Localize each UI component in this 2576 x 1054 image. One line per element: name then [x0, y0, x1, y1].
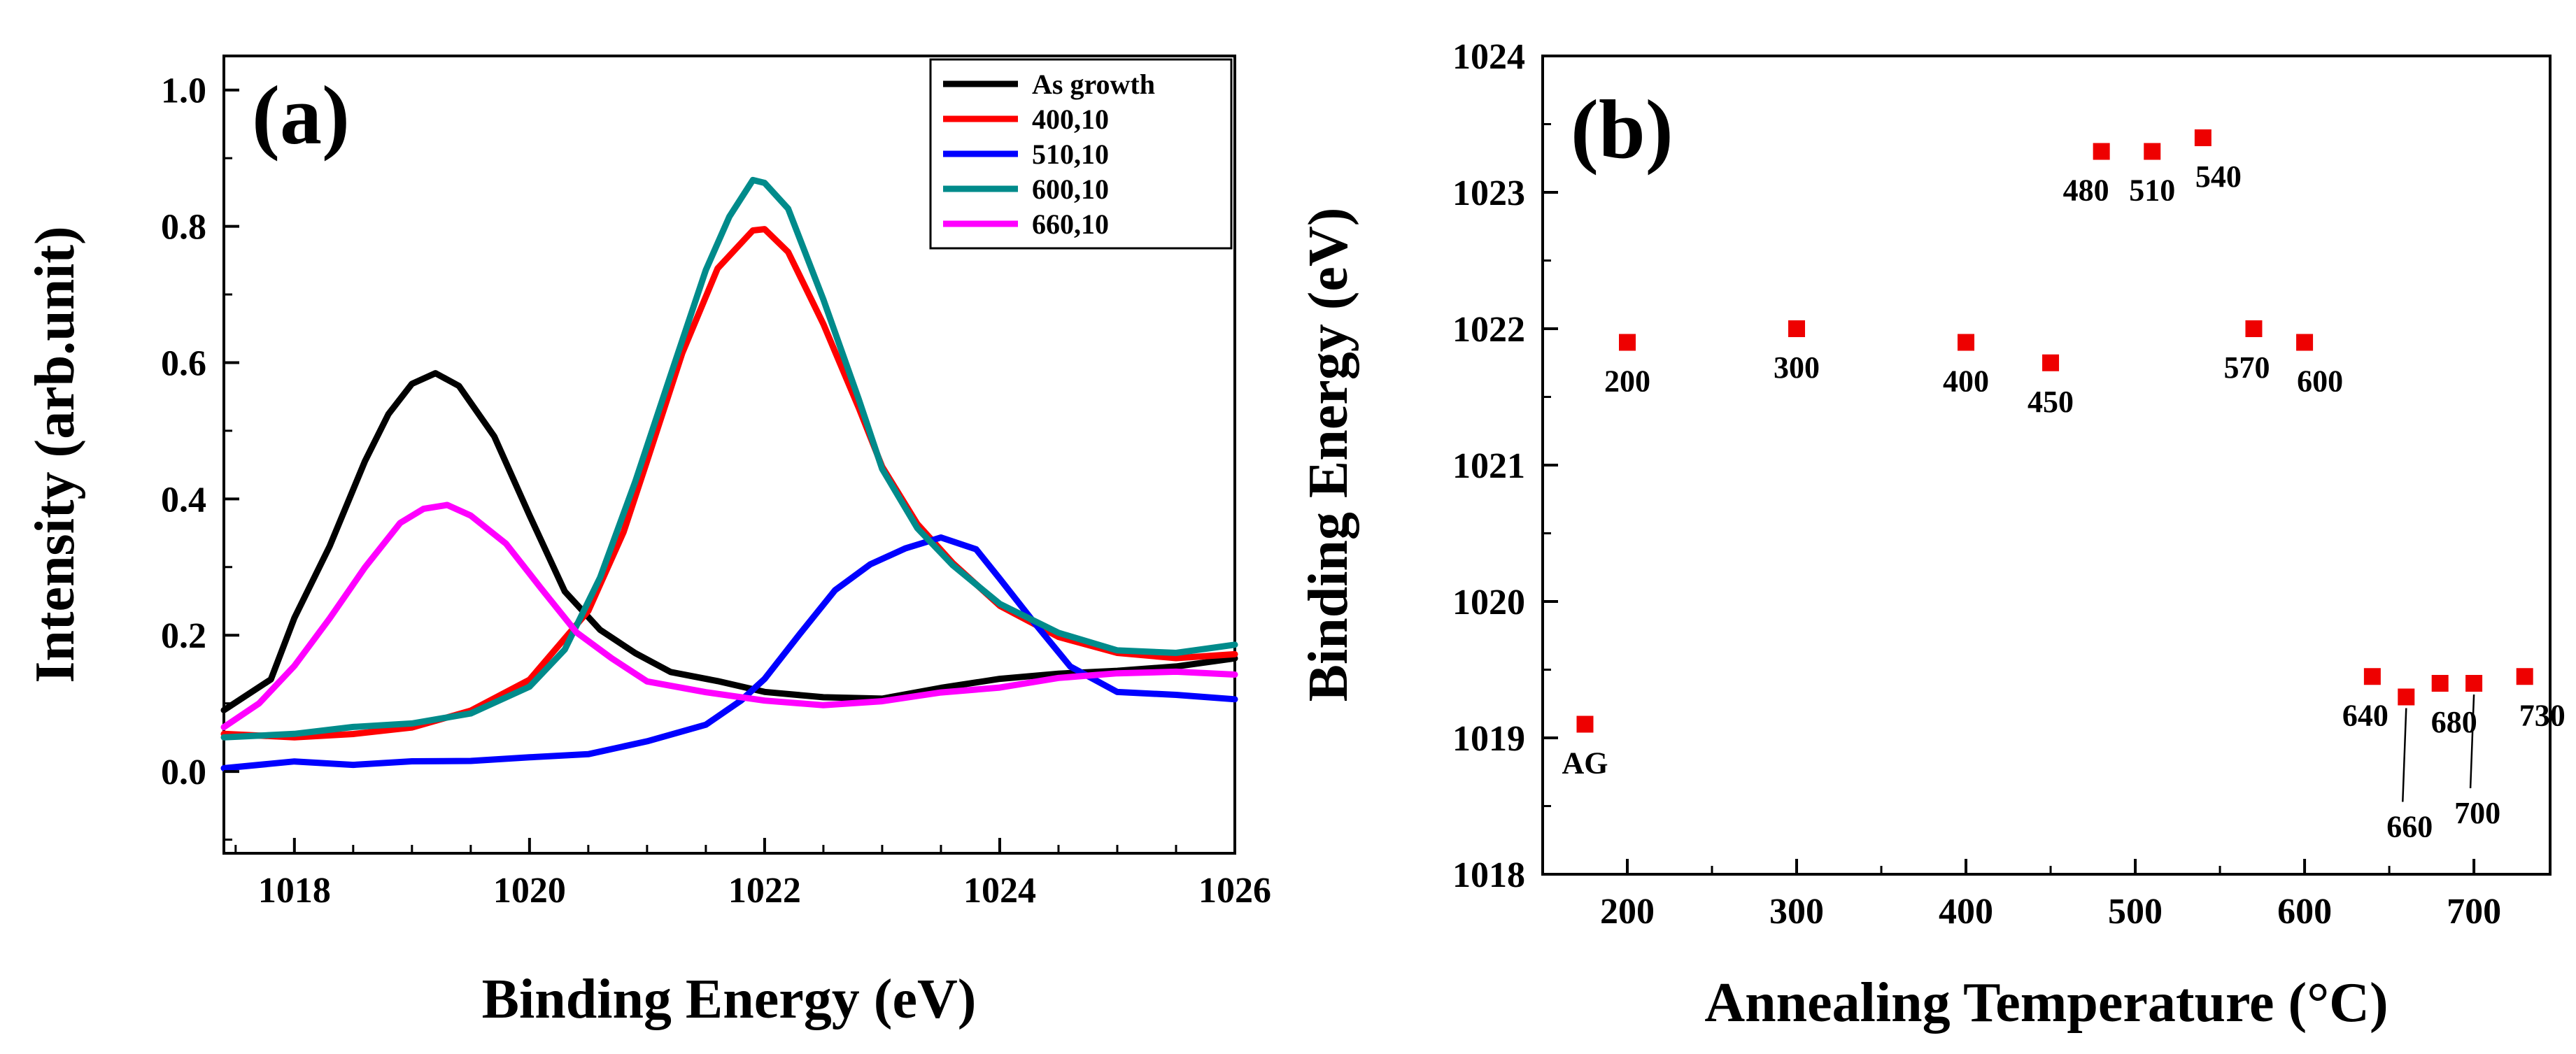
panel-a-plot-frame — [222, 55, 1236, 855]
panel-b-xtick-label: 200 — [1600, 892, 1655, 932]
panel-a-ylabel: Intensity (arb.unit) — [24, 226, 86, 683]
point-label: 540 — [2195, 159, 2242, 194]
point-leader-line — [2469, 694, 2475, 789]
point-label: 450 — [2027, 385, 2074, 419]
panel-b-points-group: AG 200 300 400 450 480 510 540 570 600 640 660 680 70… — [1562, 129, 2566, 844]
point-label: AG — [1562, 746, 1608, 781]
panel-b-label: (b) — [1571, 83, 1673, 176]
panel-b-ytick-label: 1022 — [1452, 310, 1525, 350]
panel-b-xlabel: Annealing Temperature (°C) — [1704, 972, 2388, 1034]
legend-label: 400,10 — [1032, 104, 1109, 135]
point-leader-line — [2402, 708, 2407, 802]
panel-a-ytick-label: 0.0 — [161, 753, 206, 792]
series-line-as-growth — [220, 370, 1238, 713]
scatter-point — [2431, 675, 2449, 692]
panel-a-ytick-label: 1.0 — [161, 71, 206, 111]
scatter-point — [2516, 668, 2533, 685]
panel-b-axis-ticks: 200 300 400 500 600 700 1018 1019 1020 1021 1022 10… — [1452, 37, 2501, 932]
point-label: 600 — [2297, 364, 2343, 399]
panel-b-ytick-label: 1019 — [1452, 719, 1525, 759]
point-label: 300 — [1774, 350, 1820, 385]
panel-b-ytick-label: 1023 — [1452, 173, 1525, 213]
scatter-point — [2093, 143, 2110, 160]
point-label: 730 — [2519, 698, 2566, 732]
point-label: 570 — [2223, 350, 2270, 385]
panel-a-label: (a) — [252, 69, 350, 162]
scatter-point — [1958, 334, 1975, 351]
scatter-point — [1788, 320, 1806, 337]
scatter-point — [2363, 668, 2381, 685]
panel-b-xtick-label: 500 — [2108, 892, 2163, 932]
panel-b-ytick-label: 1024 — [1452, 37, 1525, 77]
point-label: 400 — [1943, 364, 1989, 399]
panel-a-ytick-label: 0.6 — [161, 343, 206, 383]
panel-b-ytick-label: 1018 — [1452, 855, 1525, 895]
panel-a-series-group — [220, 176, 1238, 771]
panel-a-ytick-label: 0.2 — [161, 616, 206, 656]
series-line-600-10 — [220, 176, 1238, 741]
point-label: 510 — [2129, 173, 2175, 208]
series-line-510-10 — [220, 534, 1238, 771]
scatter-point — [2245, 320, 2263, 337]
legend-label: 510,10 — [1032, 138, 1109, 170]
panel-a-xlabel: Binding Energy (eV) — [482, 969, 977, 1030]
legend-label: 600,10 — [1032, 173, 1109, 205]
panel-a-ytick-label: 0.4 — [161, 480, 206, 520]
scatter-point — [2144, 143, 2161, 160]
point-label: 480 — [2063, 173, 2109, 208]
panel-b-chart: 200 300 400 500 600 700 1018 1019 1020 1021 1022 10… — [1298, 37, 2566, 1034]
scatter-point — [2465, 675, 2483, 692]
panel-b-xtick-label: 600 — [2277, 892, 2332, 932]
scatter-point — [1576, 715, 1594, 733]
panel-b-ytick-label: 1020 — [1452, 583, 1525, 622]
series-line-400-10 — [220, 226, 1238, 741]
point-label: 700 — [2454, 796, 2500, 830]
panel-b-xtick-label: 300 — [1769, 892, 1824, 932]
panel-a-axis-ticks: 1018 1020 1022 1024 1026 0.0 0.2 0.4 0.6 0.8 1.0 — [161, 71, 1271, 911]
panel-b-xtick-label: 400 — [1939, 892, 1993, 932]
scatter-point — [2296, 334, 2314, 351]
panel-a-chart: 1018 1020 1022 1024 1026 0.0 0.2 0.4 0.6 0.8 1.0 (… — [24, 55, 1271, 1030]
legend-label: As growth — [1032, 69, 1155, 100]
point-label: 640 — [2342, 698, 2389, 732]
point-label: 200 — [1604, 364, 1650, 399]
panel-a-xtick-label: 1026 — [1198, 871, 1271, 911]
scatter-point — [2398, 688, 2415, 706]
panel-a-xtick-label: 1018 — [258, 871, 331, 911]
point-label: 680 — [2431, 705, 2477, 739]
scatter-point — [1619, 334, 1636, 351]
point-label: 660 — [2386, 810, 2433, 844]
legend-label: 660,10 — [1032, 208, 1109, 240]
panel-a-xtick-label: 1022 — [728, 871, 801, 911]
panel-a-xtick-label: 1020 — [493, 871, 566, 911]
panel-a-ytick-label: 0.8 — [161, 208, 206, 248]
panel-b-ylabel: Binding Energy (eV) — [1298, 208, 1359, 702]
series-line-660-10 — [220, 501, 1238, 731]
scatter-point — [2042, 354, 2060, 371]
scatter-point — [2194, 129, 2211, 146]
panel-b-xtick-label: 700 — [2447, 892, 2501, 932]
panel-a-xtick-label: 1024 — [963, 871, 1036, 911]
panel-b-ytick-label: 1021 — [1452, 446, 1525, 486]
panel-b-plot-frame — [1541, 55, 2552, 876]
